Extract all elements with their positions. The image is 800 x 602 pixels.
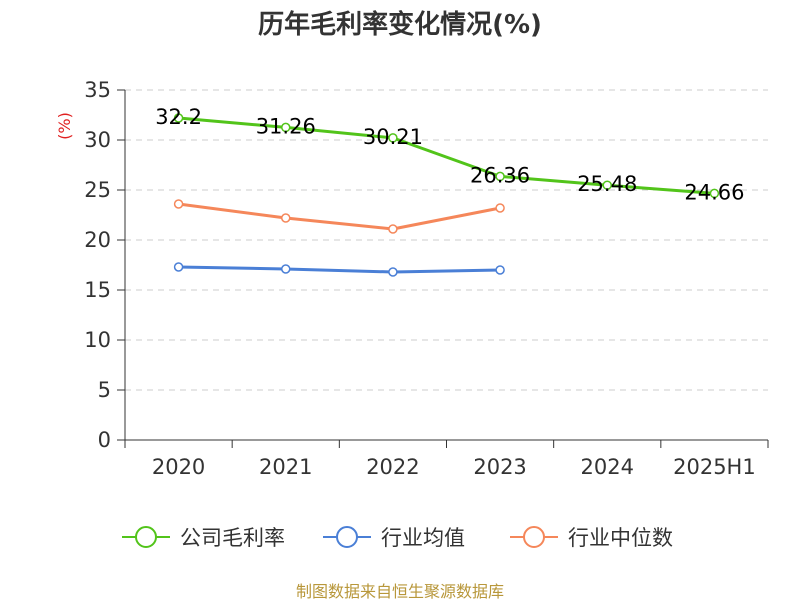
series-line-2 — [178, 202, 501, 231]
y-tick-label: 25 — [84, 178, 111, 202]
x-tick-label: 2021 — [259, 455, 312, 479]
legend-label: 行业中位数 — [568, 526, 673, 550]
legend: 公司毛利率 行业均值 行业中位数 — [122, 526, 673, 550]
x-tick-label: 2023 — [473, 455, 526, 479]
data-label: 25.48 — [577, 172, 637, 196]
y-tick-label: 15 — [84, 278, 111, 302]
data-point — [173, 113, 184, 123]
data-point — [388, 267, 398, 277]
legend-marker — [336, 526, 358, 548]
data-point — [495, 265, 505, 275]
y-tick-label: 10 — [84, 328, 111, 352]
data-point — [281, 122, 291, 133]
data-label: 30.21 — [363, 125, 423, 149]
grid-lines — [125, 89, 768, 391]
y-axis-label: (%) — [55, 112, 74, 140]
y-tick-label: 0 — [98, 428, 111, 452]
series-line-1 — [178, 265, 501, 274]
data-point — [495, 203, 505, 213]
x-tick-label: 2020 — [152, 455, 205, 479]
data-point — [495, 171, 505, 182]
data-point — [388, 133, 398, 143]
axes: 0 5 10 15 20 25 30 35 2020 2021 2022 2023 2024 2025H1… — [55, 78, 769, 479]
legend-marker — [523, 526, 545, 548]
series-line-0 — [178, 116, 715, 195]
data-point — [709, 188, 720, 199]
data-point — [281, 213, 291, 223]
x-tick-label: 2022 — [366, 455, 419, 479]
y-tick-label: 30 — [84, 128, 111, 152]
data-labels: 32.2 31.26 30.21 26.36 25.48 24.66 — [155, 105, 744, 204]
data-point — [281, 264, 291, 274]
data-point — [388, 224, 398, 234]
data-label: 32.2 — [155, 105, 202, 129]
data-label: 26.36 — [470, 163, 530, 187]
x-tick-label: 2024 — [581, 455, 634, 479]
legend-label: 公司毛利率 — [180, 526, 285, 550]
y-tick-label: 20 — [84, 228, 111, 252]
data-point — [173, 262, 184, 272]
y-tick-label: 5 — [98, 378, 111, 402]
legend-item: 行业中位数 — [510, 526, 673, 550]
legend-item: 行业均值 — [323, 526, 465, 550]
chart-title: 历年毛利率变化情况(%) — [258, 10, 542, 40]
data-point — [173, 199, 184, 209]
legend-label: 行业均值 — [381, 526, 465, 550]
legend-marker — [135, 526, 157, 548]
x-tick-label: 2025H1 — [673, 455, 756, 479]
source-footer: 制图数据来自恒生聚源数据库 — [295, 582, 504, 601]
data-point — [602, 180, 612, 190]
y-tick-label: 35 — [84, 78, 111, 102]
series-lines — [173, 113, 720, 277]
data-label: 24.66 — [684, 180, 744, 204]
legend-item: 公司毛利率 — [122, 526, 285, 550]
data-label: 31.26 — [256, 114, 316, 138]
